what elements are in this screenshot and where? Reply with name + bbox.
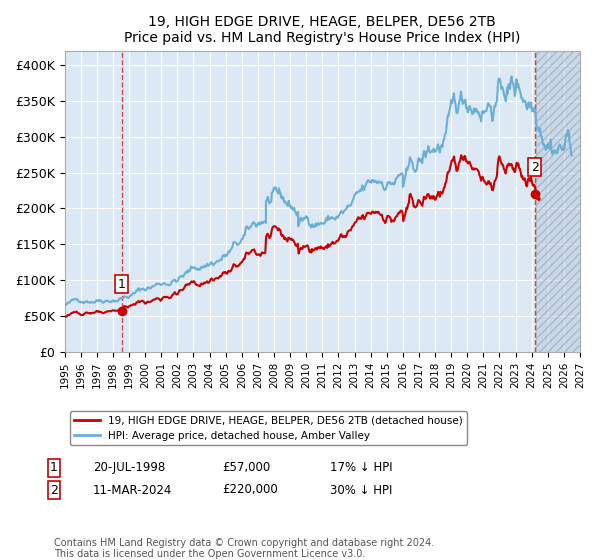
Text: 2: 2: [50, 483, 58, 497]
Text: 1: 1: [50, 461, 58, 474]
Text: 20-JUL-1998: 20-JUL-1998: [93, 461, 165, 474]
Text: 1: 1: [118, 278, 126, 291]
Text: 30% ↓ HPI: 30% ↓ HPI: [330, 483, 392, 497]
Text: £220,000: £220,000: [222, 483, 278, 497]
Legend: 19, HIGH EDGE DRIVE, HEAGE, BELPER, DE56 2TB (detached house), HPI: Average pric: 19, HIGH EDGE DRIVE, HEAGE, BELPER, DE56…: [70, 412, 467, 445]
Text: 2: 2: [531, 161, 539, 174]
Text: 11-MAR-2024: 11-MAR-2024: [93, 483, 172, 497]
Text: £57,000: £57,000: [222, 461, 270, 474]
Bar: [536, 50, 580, 352]
Text: Contains HM Land Registry data © Crown copyright and database right 2024.
This d: Contains HM Land Registry data © Crown c…: [54, 538, 434, 559]
Title: 19, HIGH EDGE DRIVE, HEAGE, BELPER, DE56 2TB
Price paid vs. HM Land Registry's H: 19, HIGH EDGE DRIVE, HEAGE, BELPER, DE56…: [124, 15, 520, 45]
Text: 17% ↓ HPI: 17% ↓ HPI: [330, 461, 392, 474]
